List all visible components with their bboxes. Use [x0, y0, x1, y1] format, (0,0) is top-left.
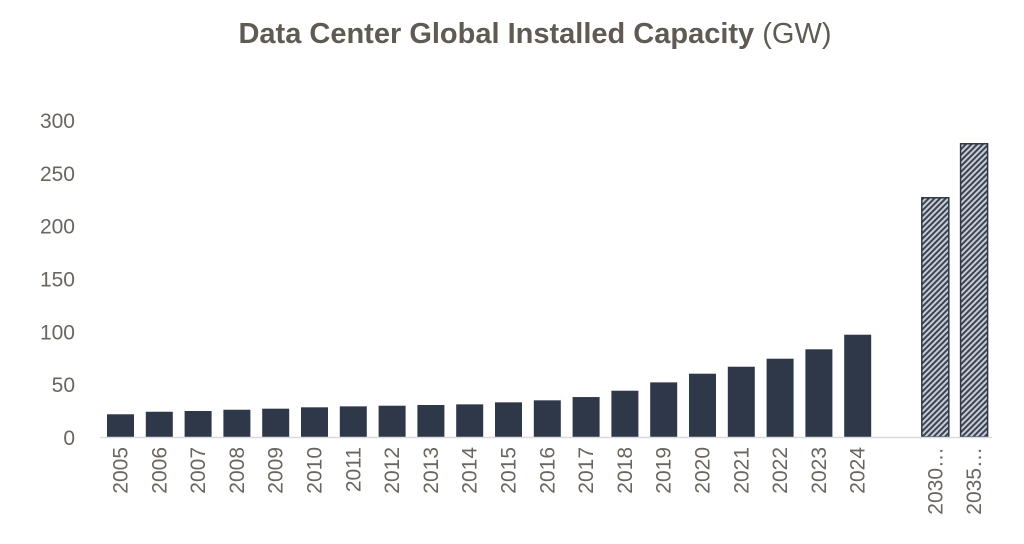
bar-2024 — [844, 334, 872, 437]
bar-2021 — [727, 366, 755, 437]
x-tick-label: 2014 — [459, 447, 482, 494]
x-tick-label: 2022 — [769, 447, 792, 494]
bar-2011 — [339, 406, 367, 437]
bar-2016 — [533, 400, 561, 437]
bar-2018 — [611, 390, 639, 437]
bar-2012 — [378, 405, 406, 437]
bar-2030 — [921, 197, 950, 438]
x-tick-label: 2010 — [304, 447, 327, 494]
y-tick-label: 0 — [63, 427, 75, 450]
x-tick-label: 2023 — [808, 447, 831, 494]
x-tick-label: 2013 — [420, 447, 443, 494]
x-tick-label: 2020 — [692, 447, 715, 494]
x-tick-label: 2018 — [614, 447, 637, 494]
y-tick-label: 50 — [52, 374, 75, 397]
y-tick-label: 100 — [40, 321, 75, 344]
chart-title-unit: (GW) — [762, 18, 832, 50]
bar-2015 — [495, 402, 522, 437]
x-tick-label: 2021 — [730, 447, 753, 494]
chart-title-main: Data Center Global Installed Capacity — [238, 18, 755, 50]
x-tick-label: 2019 — [653, 447, 676, 494]
x-tick-label: 2024 — [847, 447, 870, 494]
bar-2020 — [689, 373, 716, 437]
x-tick-label: 2030… — [924, 447, 947, 515]
x-tick-label: 2016 — [536, 447, 559, 494]
x-tick-label: 2005 — [110, 447, 133, 494]
bar-2008 — [223, 409, 251, 437]
x-axis: 2005 2006 2007 2008 2009 2010 2011 2012 2013 2014… — [110, 447, 987, 515]
bar-2009 — [262, 408, 290, 437]
bars — [107, 143, 989, 438]
x-tick-label: 2017 — [575, 447, 598, 494]
bar-2035 — [959, 143, 989, 438]
bar-2010 — [301, 407, 328, 437]
bar-2023 — [805, 349, 833, 437]
x-tick-label: 2015 — [498, 447, 521, 494]
x-tick-label: 2011 — [342, 447, 365, 492]
bar-2022 — [766, 358, 794, 437]
y-tick-label: 200 — [40, 216, 75, 239]
x-tick-label: 2008 — [226, 447, 249, 494]
bar-2014 — [456, 404, 484, 437]
chart-title: Data Center Global Installed Capacity (G… — [0, 18, 1024, 51]
x-tick-label: 2035… — [963, 447, 986, 515]
bar-2017 — [572, 397, 600, 437]
bar-2019 — [650, 382, 678, 437]
x-tick-label: 2007 — [187, 447, 210, 494]
y-tick-label: 250 — [40, 163, 75, 186]
x-tick-label: 2009 — [265, 447, 288, 494]
x-tick-label: 2012 — [381, 447, 404, 494]
bar-2006 — [145, 411, 173, 437]
y-axis: 0 50 100 150 200 250 300 — [40, 110, 75, 450]
x-tick-label: 2006 — [148, 447, 171, 494]
bar-2005 — [107, 414, 134, 437]
bar-2007 — [184, 411, 212, 437]
y-tick-label: 300 — [40, 110, 75, 133]
y-tick-label: 150 — [40, 269, 75, 292]
bar-2013 — [417, 404, 445, 437]
